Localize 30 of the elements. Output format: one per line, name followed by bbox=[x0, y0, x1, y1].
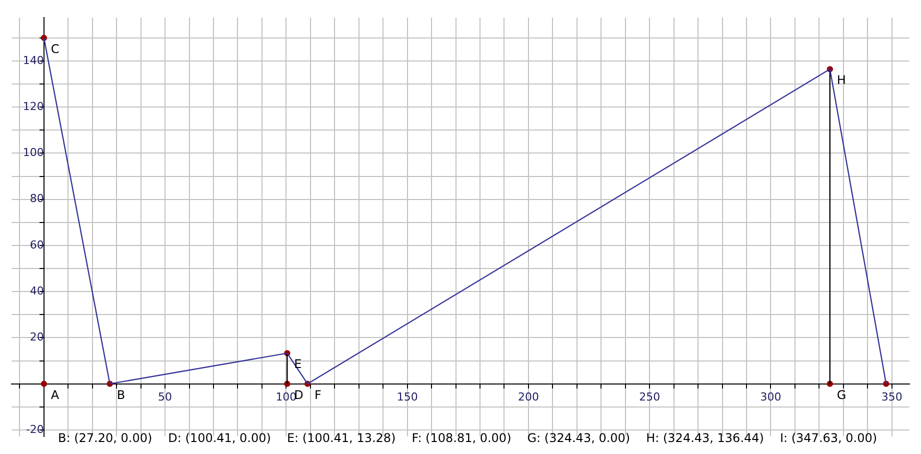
annotation: E bbox=[294, 357, 302, 372]
annotation: D bbox=[294, 388, 304, 402]
annotation: E: (100.41, 13.28) bbox=[286, 431, 396, 445]
annotation: G bbox=[836, 388, 846, 402]
x-tick-label: 350 bbox=[881, 390, 902, 404]
annotation: B: (27.20, 0.00) bbox=[58, 431, 152, 445]
annotation: G: (324.43, 0.00) bbox=[527, 431, 630, 445]
y-tick-label: 140 bbox=[22, 54, 44, 67]
annotation: C bbox=[50, 42, 60, 56]
point bbox=[40, 380, 48, 387]
x-tick-label: 50 bbox=[158, 390, 172, 404]
y-tick-label: -20 bbox=[26, 422, 44, 436]
annotation: B bbox=[116, 388, 126, 402]
y-tick-label: 60 bbox=[30, 238, 44, 252]
y-tick-label: 20 bbox=[30, 330, 44, 344]
x-tick-label: 250 bbox=[639, 390, 660, 404]
x-tick-label: 200 bbox=[518, 390, 539, 404]
x-tick-label: 150 bbox=[396, 390, 418, 404]
y-tick-label: 40 bbox=[30, 284, 44, 298]
annotation: A bbox=[50, 388, 60, 402]
y-tick-label: 100 bbox=[22, 146, 44, 160]
annotation: F: (108.81, 0.00) bbox=[412, 431, 512, 445]
x-tick-label: 300 bbox=[760, 390, 782, 404]
y-tick-label: 120 bbox=[22, 100, 44, 113]
annotation: D: (100.41, 0.00) bbox=[168, 431, 271, 445]
annotation: H: (324.43, 136.44) bbox=[646, 431, 764, 445]
y-tick-label: 80 bbox=[30, 192, 44, 206]
annotation: F bbox=[314, 388, 322, 402]
annotation: I: (347.63, 0.00) bbox=[780, 431, 878, 445]
annotation: H bbox=[836, 73, 846, 88]
